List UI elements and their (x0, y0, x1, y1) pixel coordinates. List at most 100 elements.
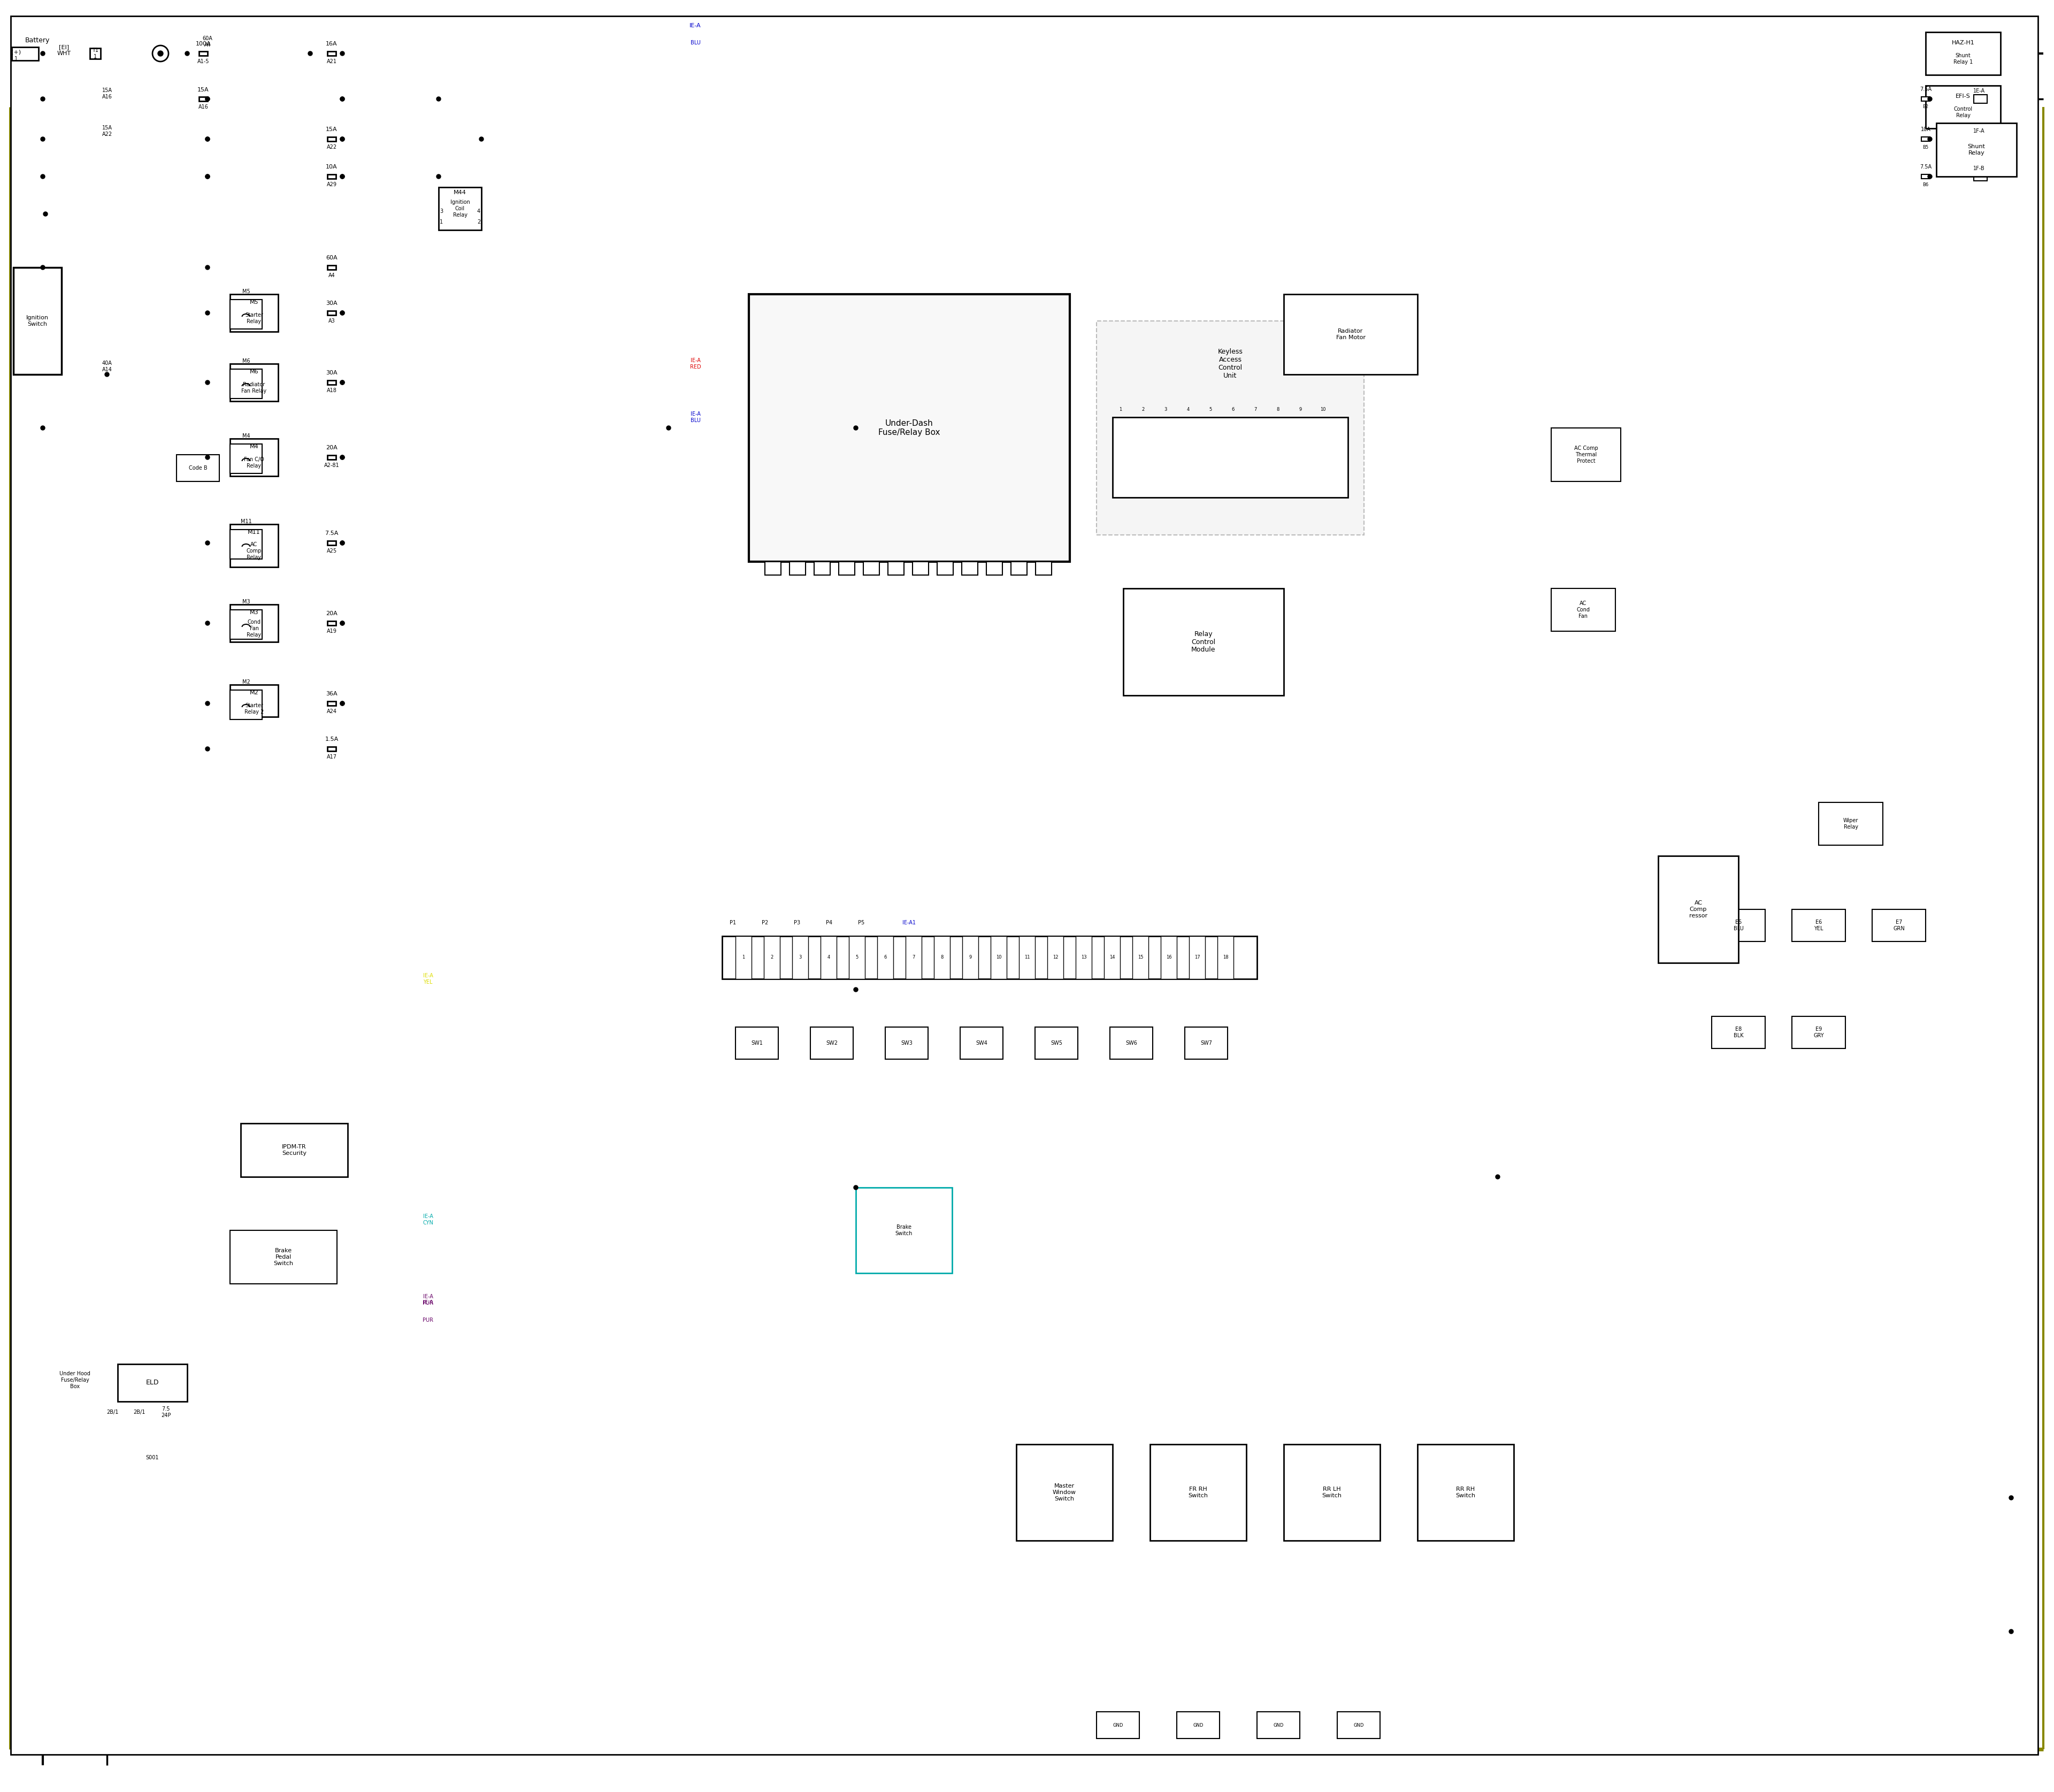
Bar (1284, 294, 1417, 375)
Text: P4: P4 (826, 919, 832, 925)
Circle shape (665, 426, 672, 430)
Circle shape (341, 541, 345, 545)
Text: 36A: 36A (327, 692, 337, 697)
Bar (887, 561, 904, 575)
Circle shape (341, 455, 345, 459)
Circle shape (205, 622, 210, 625)
Text: M2: M2 (242, 679, 251, 685)
Bar (327, 455, 337, 459)
Text: [EI]: [EI] (60, 45, 70, 50)
Text: A19: A19 (327, 629, 337, 634)
Bar (1097, 321, 1364, 536)
Text: Ignition
Coil
Relay: Ignition Coil Relay (450, 199, 470, 217)
Circle shape (105, 373, 109, 376)
Text: 30A: 30A (327, 301, 337, 306)
Circle shape (479, 136, 483, 142)
Circle shape (341, 455, 345, 459)
Text: WHT: WHT (58, 50, 72, 56)
Text: IE-A
BLU: IE-A BLU (690, 412, 700, 423)
Text: 16A: 16A (327, 41, 337, 47)
Text: IE-A
CYN: IE-A CYN (423, 1213, 433, 1226)
Text: M6: M6 (242, 358, 251, 364)
Bar (1109, 1027, 1152, 1059)
Circle shape (341, 174, 345, 179)
Text: 40A
A14: 40A A14 (103, 360, 113, 373)
Text: 10: 10 (996, 955, 1002, 961)
Circle shape (341, 622, 345, 625)
Text: Battery: Battery (25, 36, 49, 43)
Text: E9
GRY: E9 GRY (1814, 1027, 1824, 1038)
Bar (230, 439, 277, 477)
Text: 9: 9 (1298, 407, 1302, 412)
Bar (230, 525, 277, 566)
Circle shape (43, 211, 47, 217)
Text: 60A: 60A (327, 254, 337, 260)
Bar (1218, 935, 1234, 978)
Text: Relay
Control
Module: Relay Control Module (1191, 631, 1216, 654)
Circle shape (341, 97, 345, 100)
Text: 7: 7 (1253, 407, 1257, 412)
Bar (230, 444, 263, 473)
Text: E5
BLU: E5 BLU (1734, 919, 1744, 932)
Circle shape (435, 174, 442, 179)
Circle shape (41, 136, 45, 142)
Text: 18: 18 (1222, 955, 1228, 961)
Text: M2: M2 (251, 690, 259, 695)
Text: M11: M11 (240, 520, 251, 525)
Circle shape (41, 97, 45, 100)
Text: IE-A
RED: IE-A RED (690, 358, 700, 369)
Text: Starter
Relay: Starter Relay (244, 312, 263, 324)
Text: PUR: PUR (423, 1317, 433, 1322)
Text: M44: M44 (454, 190, 466, 195)
Bar (857, 1188, 953, 1272)
Text: SW1: SW1 (752, 1041, 762, 1047)
Text: 10A: 10A (327, 165, 337, 170)
Circle shape (41, 426, 45, 430)
Bar (230, 294, 277, 332)
Text: IPDM-TR
Security: IPDM-TR Security (281, 1145, 306, 1156)
Circle shape (1929, 174, 1933, 179)
Circle shape (341, 541, 345, 545)
Circle shape (341, 701, 345, 706)
Text: M5: M5 (251, 299, 259, 305)
Text: E6
YEL: E6 YEL (1814, 919, 1824, 932)
Bar (199, 52, 207, 56)
Text: Code B: Code B (189, 466, 207, 471)
Circle shape (341, 52, 345, 56)
Text: GND: GND (1193, 1722, 1204, 1727)
Circle shape (341, 310, 345, 315)
Text: 8: 8 (941, 955, 943, 961)
Circle shape (1495, 1176, 1499, 1179)
Circle shape (41, 52, 45, 56)
Text: 2: 2 (1142, 407, 1144, 412)
Text: AC
Cond
Fan: AC Cond Fan (1577, 600, 1590, 618)
Bar (230, 690, 263, 719)
Text: 10: 10 (1321, 407, 1325, 412)
Circle shape (2009, 1629, 2013, 1634)
Bar (750, 294, 1070, 561)
Bar (1551, 428, 1621, 482)
Text: 7.5A: 7.5A (1920, 86, 1931, 91)
Text: 12: 12 (1052, 955, 1058, 961)
Bar (937, 561, 953, 575)
Text: 15A: 15A (197, 88, 210, 93)
Circle shape (158, 50, 162, 56)
Circle shape (341, 701, 345, 706)
Text: HAZ-H1: HAZ-H1 (1951, 39, 1974, 45)
Text: M3: M3 (242, 599, 251, 604)
Bar (1161, 935, 1177, 978)
Bar (1711, 1016, 1764, 1048)
Text: SW7: SW7 (1200, 1041, 1212, 1047)
Bar (961, 935, 978, 978)
Bar (12, 47, 39, 61)
Text: 7.5A: 7.5A (325, 530, 339, 536)
Circle shape (41, 174, 45, 179)
Bar (793, 935, 807, 978)
Text: 3: 3 (440, 208, 444, 213)
Circle shape (435, 97, 442, 100)
Text: 10A: 10A (1920, 127, 1931, 133)
Bar (117, 1364, 187, 1401)
Text: S001: S001 (146, 1455, 158, 1460)
Bar (906, 935, 922, 978)
Text: IE-A
PUR: IE-A PUR (423, 1294, 433, 1306)
